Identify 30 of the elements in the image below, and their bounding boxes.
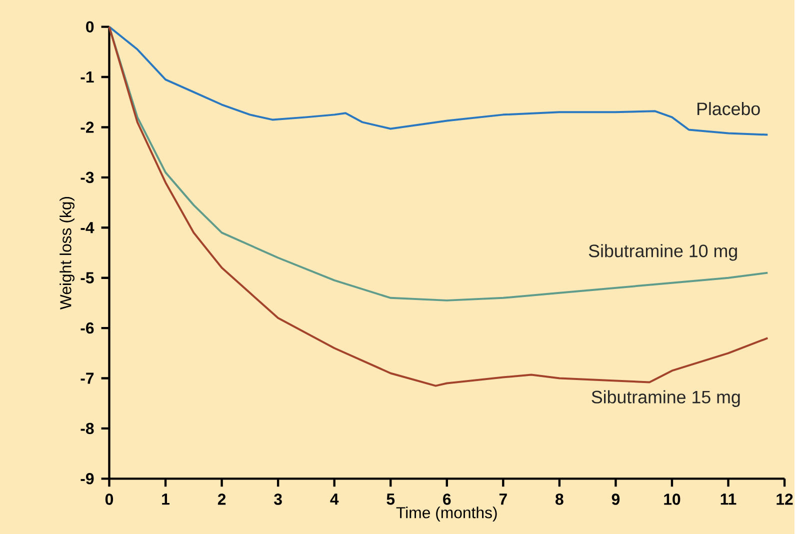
y-tick-label: -5 xyxy=(80,272,94,284)
y-tick-label: -8 xyxy=(80,422,94,434)
x-tick-label: 10 xyxy=(664,493,680,505)
x-tick-label: 3 xyxy=(274,493,282,505)
line-series xyxy=(108,26,769,387)
y-tick-label: -4 xyxy=(80,222,94,233)
y-tick-label: -7 xyxy=(80,372,94,384)
x-tick-label: 1 xyxy=(162,493,170,504)
y-tick-label: -3 xyxy=(80,172,94,183)
series-label: Sibutramine 15 mg xyxy=(592,390,740,407)
x-tick-label: 2 xyxy=(218,493,226,505)
x-tick-label: 0 xyxy=(105,493,114,505)
y-tick-label: -2 xyxy=(80,122,94,133)
y-axis-title: Weight loss (kg) xyxy=(60,196,74,310)
series-label: Sibutramine 10 mg xyxy=(588,244,737,261)
x-tick-label: 8 xyxy=(556,493,564,505)
x-tick-label: 7 xyxy=(499,493,507,504)
x-tick-label: 4 xyxy=(330,493,339,504)
x-tick-label: 9 xyxy=(612,493,620,505)
y-tick-label: 0 xyxy=(86,21,94,32)
x-tick-label: 6 xyxy=(443,493,451,505)
y-tick-label: -6 xyxy=(80,322,94,334)
y-tick-label: -9 xyxy=(80,472,94,484)
line-series xyxy=(108,26,769,136)
x-tick-label: 12 xyxy=(776,493,793,505)
x-tick-label: 5 xyxy=(386,493,395,505)
y-tick-label: -1 xyxy=(80,71,94,82)
series-label: Placebo xyxy=(698,102,760,116)
x-axis-title: Time (months) xyxy=(396,506,497,522)
x-tick-label: 11 xyxy=(720,493,736,504)
